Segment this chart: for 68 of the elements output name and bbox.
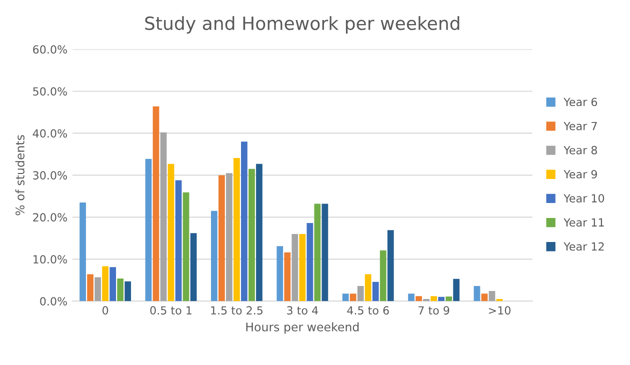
bar: [430, 296, 437, 302]
y-tick-label: 30.0%: [33, 171, 67, 180]
bar: [182, 192, 190, 302]
x-tick-label: >10: [488, 306, 510, 315]
y-tick-label: 40.0%: [32, 129, 67, 138]
legend-label: Year 11: [564, 218, 604, 227]
x-tick-label: 0: [102, 306, 108, 315]
chart-title: Study and Homework per weekend: [145, 16, 460, 34]
legend-label: Year 12: [564, 242, 604, 251]
bar: [481, 294, 488, 302]
x-tick-label: 4.5 to 6: [347, 306, 389, 315]
bar: [218, 175, 225, 302]
bar: [372, 282, 379, 302]
y-tick-label: 60.0%: [33, 45, 67, 54]
bar: [102, 266, 108, 302]
bar: [276, 246, 284, 302]
bar: [94, 277, 101, 302]
x-tick-label: 0.5 to 1: [150, 306, 192, 315]
bar: [438, 296, 444, 302]
bar: [446, 296, 452, 302]
bar: [299, 234, 306, 302]
bar: [152, 106, 160, 302]
bar: [168, 164, 174, 302]
bar: [284, 252, 291, 302]
bar: [226, 173, 232, 302]
bar: [145, 158, 152, 302]
y-tick-label: 50.0%: [33, 87, 67, 96]
legend-label: Year 7: [564, 122, 597, 130]
bar: [110, 267, 116, 302]
x-tick-label: 7 to 9: [418, 306, 450, 315]
bar: [416, 296, 422, 302]
bar: [453, 278, 460, 302]
legend-label: Year 10: [564, 194, 604, 203]
bar: [387, 230, 394, 302]
bar: [160, 132, 167, 302]
bar: [306, 223, 314, 302]
bar: [350, 294, 356, 302]
bar: [357, 286, 364, 302]
bar: [80, 202, 86, 302]
bar: [117, 278, 124, 302]
y-axis-title: % of students: [15, 135, 24, 216]
bar: [210, 210, 218, 302]
bar: [322, 204, 328, 302]
y-tick-label: 10.0%: [34, 255, 67, 264]
bar: [256, 164, 262, 302]
y-tick-label: 20.0%: [33, 213, 67, 222]
bar: [364, 274, 372, 302]
bar: [380, 250, 386, 302]
bar: [234, 158, 240, 302]
bar: [474, 286, 480, 302]
bar: [248, 168, 255, 302]
bar: [190, 233, 197, 302]
legend-label: Year 8: [564, 146, 597, 154]
legend-label: Year 9: [564, 170, 597, 178]
x-tick-label: 3 to 4: [287, 306, 318, 315]
bar: [342, 294, 349, 302]
bar: [314, 204, 321, 302]
y-tick-label: 0.0%: [40, 297, 67, 306]
bar: [87, 274, 94, 302]
legend-label: Year 6: [564, 98, 598, 106]
bar: [124, 281, 132, 302]
bar: [175, 180, 182, 302]
bar: [292, 234, 298, 302]
x-axis-title: Hours per weekend: [246, 322, 359, 334]
bar: [408, 294, 414, 302]
bar: [241, 142, 248, 302]
x-tick-label: 1.5 to 2.5: [211, 306, 263, 315]
bar: [488, 291, 496, 302]
